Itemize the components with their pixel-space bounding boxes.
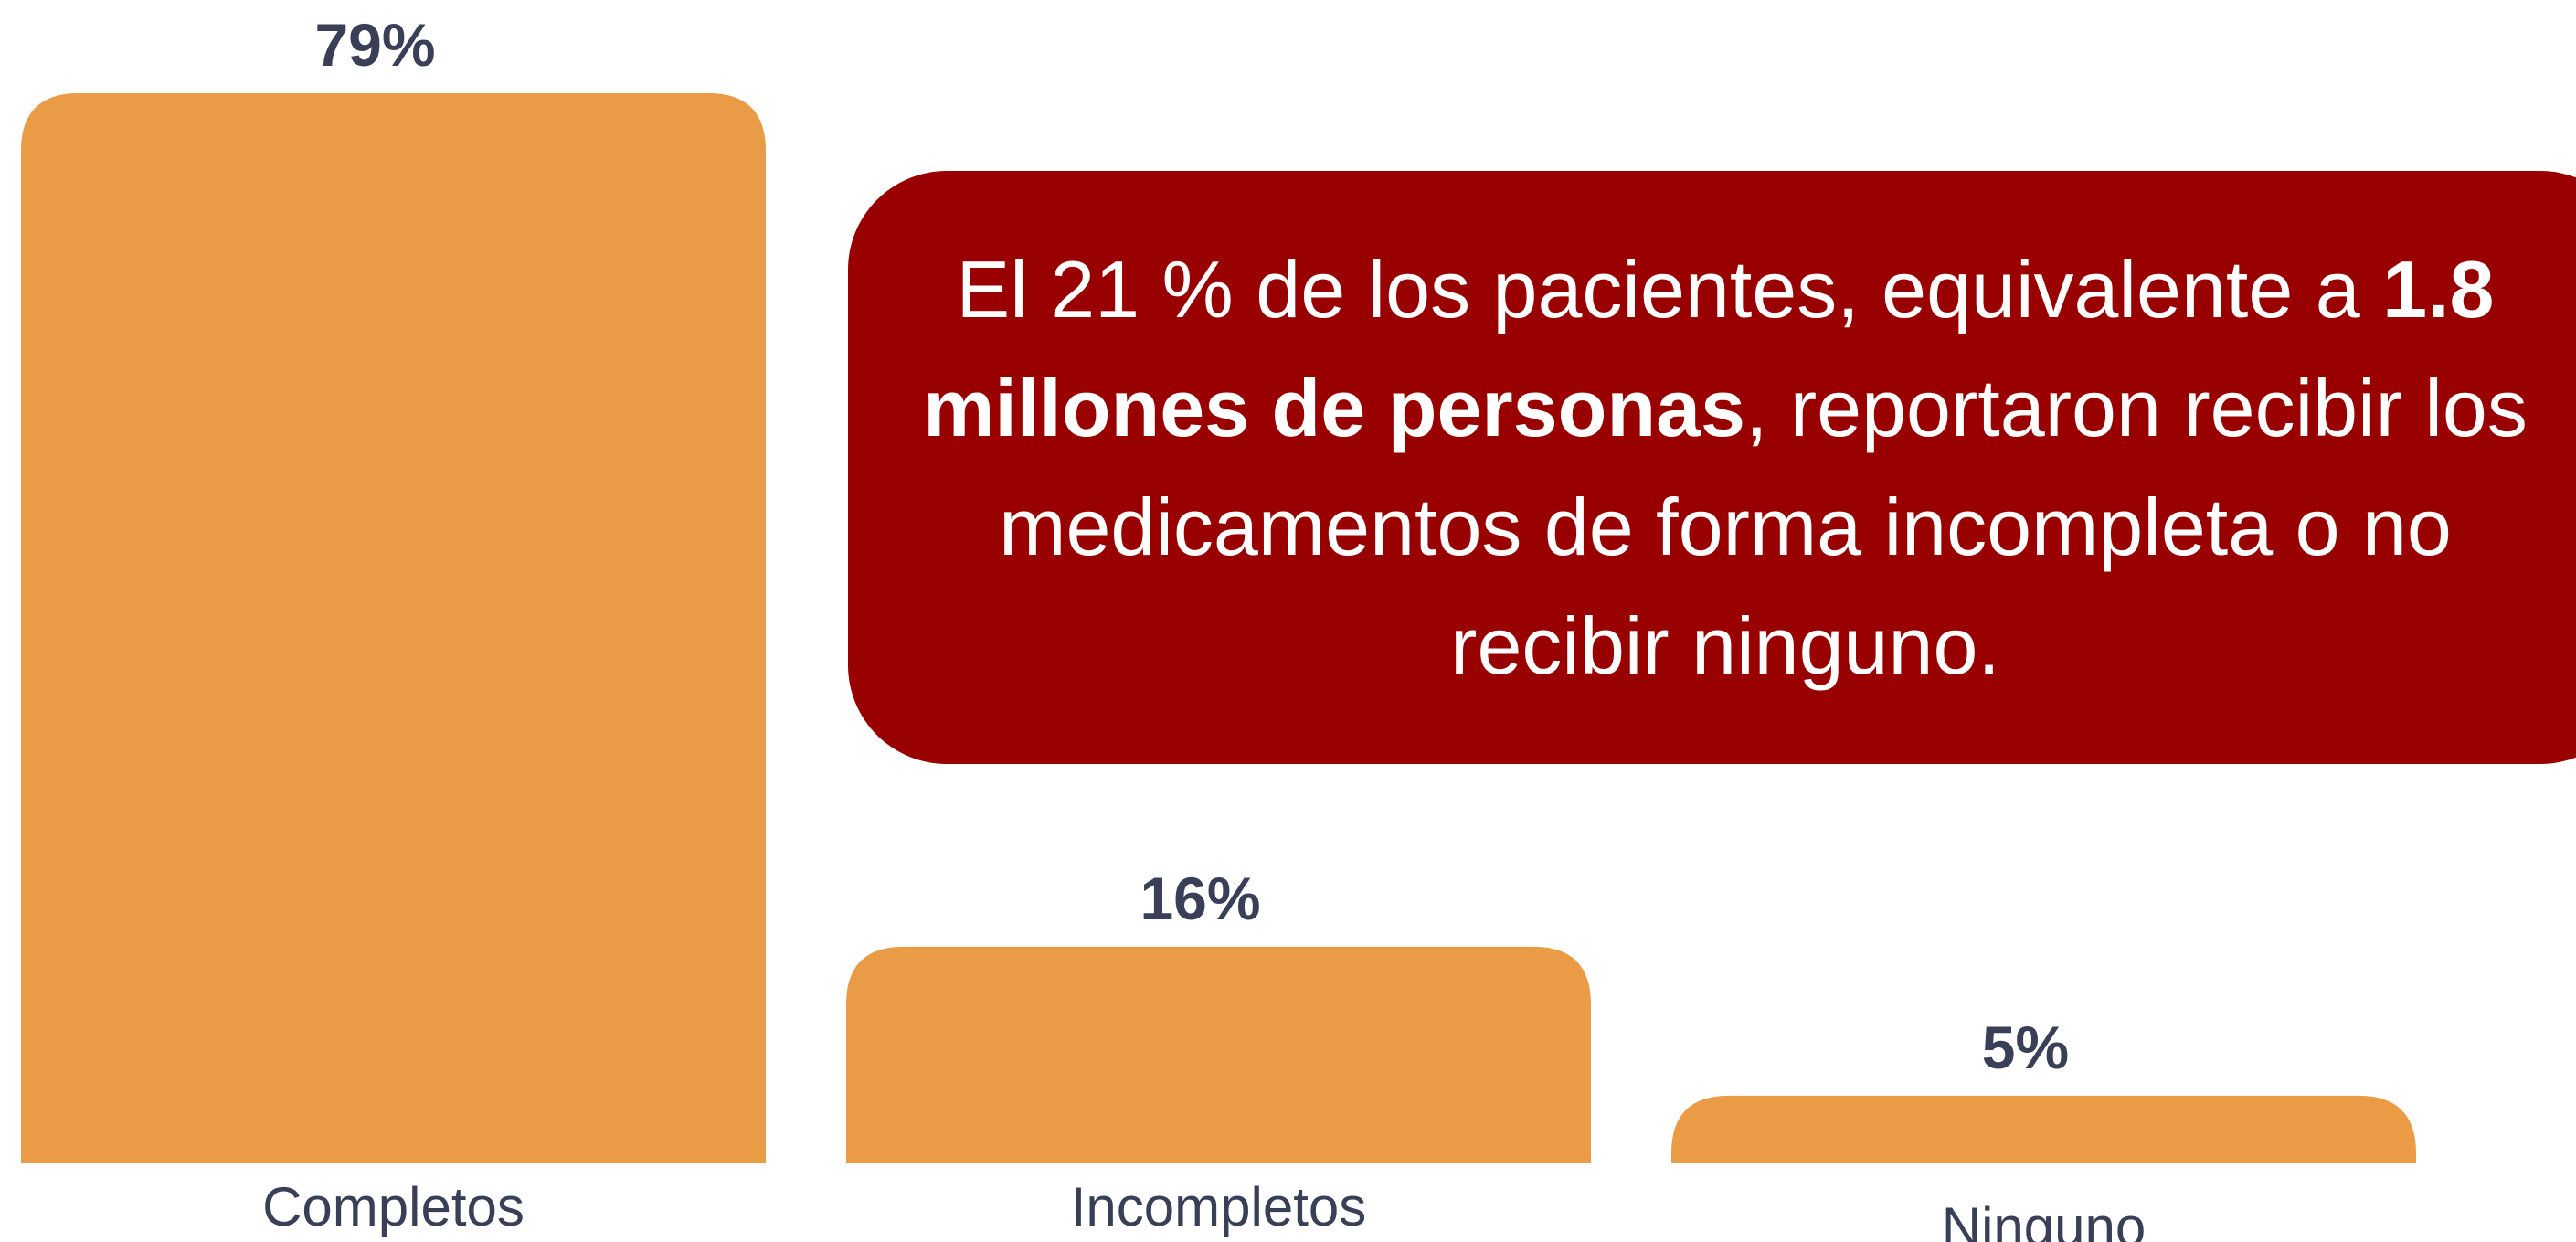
annotation-text: El 21 % de los pacientes, equivalente a — [956, 243, 2383, 334]
x-tick-label: Completos — [262, 1176, 525, 1237]
annotation-box: El 21 % de los pacientes, equivalente a … — [848, 171, 2576, 764]
value-label: 79% — [314, 11, 435, 79]
annotation: El 21 % de los pacientes, equivalente a … — [848, 171, 2576, 764]
x-tick-label: Ninguno — [1942, 1196, 2147, 1242]
x-tick-label: Incompletos — [1071, 1176, 1367, 1237]
bar — [21, 93, 766, 1163]
bar — [1671, 1095, 2416, 1163]
annotation-text: , reportaron recibir los medicamentos de… — [999, 362, 2528, 691]
value-label: 5% — [1982, 1014, 2069, 1081]
annotation-bold: 1.8 millones de personas — [923, 243, 2495, 453]
value-label: 16% — [1140, 865, 1260, 932]
bar — [846, 946, 1591, 1163]
